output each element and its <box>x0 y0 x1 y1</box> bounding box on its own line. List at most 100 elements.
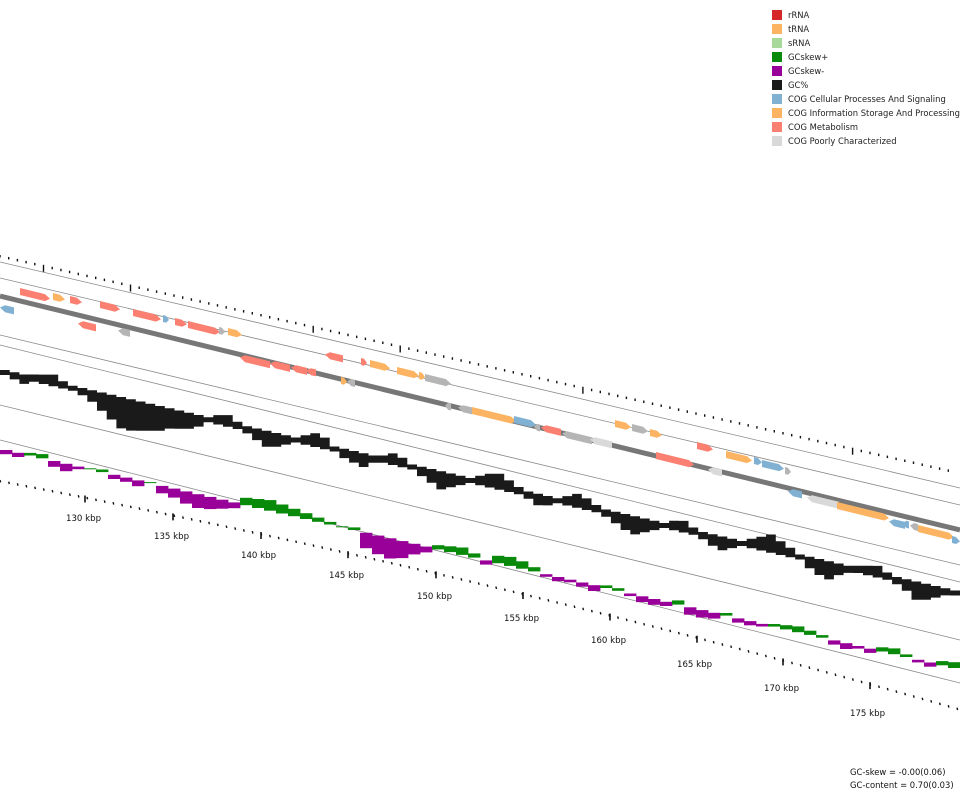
scale-label-140: 140 kbp <box>241 551 276 561</box>
gc-skew-negative-bar <box>408 543 421 555</box>
gc-skew-positive-bar <box>96 469 109 473</box>
legend-swatch-trna <box>772 24 782 34</box>
gene-arrow <box>650 429 662 438</box>
sequence-stats: GC-skew = -0.00(0.06) GC-content = 0.70(… <box>850 766 954 792</box>
scale-tick <box>408 565 411 569</box>
gc-skew-positive-bar <box>900 654 913 657</box>
gc-skew-negative-bar <box>564 579 577 583</box>
scale-tick <box>773 656 776 660</box>
scale-tick <box>512 590 515 594</box>
gc-skew-negative-bar <box>396 541 409 559</box>
legend-swatch-srna <box>772 38 782 48</box>
gc-skew-positive-bar <box>456 547 469 555</box>
legend-swatch-cog-metabolism <box>772 122 782 132</box>
gene-arrow <box>697 442 713 452</box>
gene-arrow <box>291 365 307 375</box>
scale-label-130: 130 kbp <box>66 514 101 524</box>
gc-skew-positive-bar <box>780 625 793 630</box>
gene-arrow <box>270 361 290 372</box>
guide-line <box>0 344 960 583</box>
scale-tick <box>817 668 820 672</box>
legend-label-gc-percent: GC% <box>788 80 809 90</box>
gene-arrow <box>632 424 648 434</box>
scale-tick <box>556 601 559 604</box>
scale-tick <box>791 661 793 665</box>
scale-tick <box>486 584 489 588</box>
scale-label-160: 160 kbp <box>591 636 626 646</box>
gene-arrow <box>341 377 347 385</box>
scale-tick <box>860 680 863 684</box>
legend-item-gcskew-minus: GCskew- <box>772 64 960 78</box>
gene-arrow <box>458 405 472 415</box>
gene-arrow <box>785 467 791 475</box>
legend-swatch-cog-cellular <box>772 94 782 104</box>
scale-tick <box>34 486 37 490</box>
scale-label-150: 150 kbp <box>417 592 452 602</box>
scale-tick <box>425 569 428 573</box>
gc-skew-positive-bar <box>36 454 49 459</box>
gc-skew-positive-bar <box>324 521 337 525</box>
gc-skew-positive-bar <box>792 626 805 633</box>
gc-skew-negative-bar <box>228 502 241 509</box>
scale-tick <box>878 685 880 689</box>
gene-arrow <box>708 467 722 477</box>
gc-skew-positive-bar <box>816 635 829 638</box>
gc-skew-stat: GC-skew = -0.00(0.06) <box>850 767 946 777</box>
scale-tick <box>808 666 811 670</box>
legend-label-cog-information: COG Information Storage And Processing <box>788 108 960 118</box>
guide-line <box>0 334 960 566</box>
scale-tick <box>764 654 767 658</box>
gc-skew-negative-bar <box>156 485 169 494</box>
gc-skew-negative-bar <box>420 546 433 553</box>
legend-item-srna: sRNA <box>772 36 960 50</box>
gene-arrow <box>100 301 120 312</box>
scale-tick <box>947 704 950 708</box>
scale-tick <box>738 647 741 651</box>
gene-arrow <box>175 318 187 327</box>
scale-tick <box>77 495 80 498</box>
scale-tick <box>269 534 271 538</box>
legend-swatch-gc-percent <box>772 80 782 90</box>
gene-arrow <box>656 452 694 468</box>
legend-label-cog-poorly: COG Poorly Characterized <box>788 136 897 146</box>
scale-tick <box>477 582 480 585</box>
legend-label-cog-cellular: COG Cellular Processes And Signaling <box>788 94 946 104</box>
scale-tick <box>51 489 54 493</box>
gc-skew-negative-bar <box>552 577 565 582</box>
scale-tick <box>147 509 150 512</box>
scale-tick <box>329 548 332 551</box>
scale-tick <box>25 484 28 488</box>
gc-skew-negative-bar <box>756 623 769 627</box>
scale-tick <box>121 503 124 507</box>
gene-arrow <box>903 520 909 529</box>
scale-tick <box>886 687 889 691</box>
gc-skew-negative-bar <box>12 452 25 457</box>
scale-tick <box>303 542 306 546</box>
scale-tick <box>42 488 45 491</box>
gc-skew-negative-bar <box>840 643 853 649</box>
gene-arrow <box>952 536 960 544</box>
gc-skew-positive-bar <box>720 613 733 616</box>
gene-arrow <box>514 416 536 428</box>
gc-skew-negative-bar <box>0 450 13 455</box>
scale-tick <box>730 645 733 649</box>
gc-skew-positive-bar <box>600 585 613 588</box>
gene-arrow <box>306 368 316 377</box>
scale-tick <box>799 663 802 667</box>
scale-tick <box>590 609 593 613</box>
scale-tick <box>834 673 837 677</box>
guide-line <box>0 261 960 489</box>
scale-tick <box>530 594 532 598</box>
gc-skew-negative-bar <box>132 480 145 487</box>
scale-tick <box>286 538 289 542</box>
gc-skew-positive-bar <box>504 556 517 566</box>
scale-tick <box>469 580 472 583</box>
legend-label-rrna: rRNA <box>788 10 810 20</box>
scale-tick <box>364 555 367 559</box>
scale-tick <box>721 643 724 646</box>
gc-skew-track <box>0 450 960 668</box>
scale-tick <box>843 675 846 679</box>
scale-tick <box>686 634 689 637</box>
gc-skew-positive-bar <box>492 555 505 564</box>
gene-arrow <box>325 352 343 363</box>
